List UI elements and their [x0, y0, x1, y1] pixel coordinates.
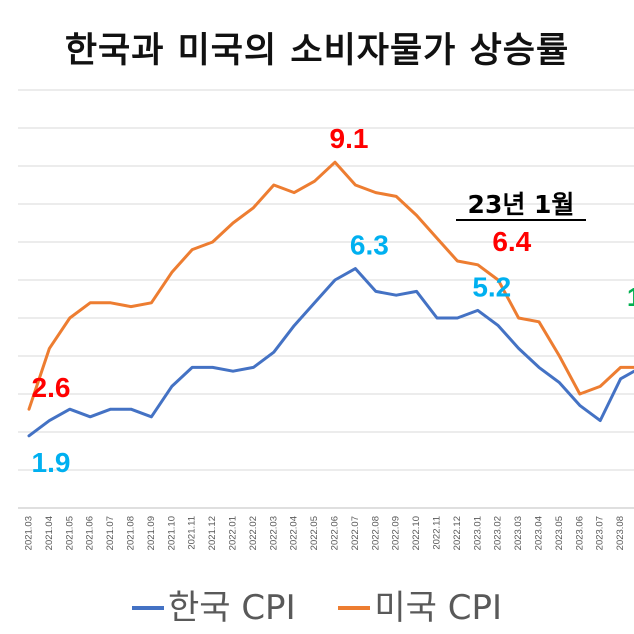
x-tick-label: 2022.07 — [350, 516, 361, 550]
x-tick-label: 2021.08 — [126, 516, 137, 550]
x-tick-label: 2021.07 — [105, 516, 116, 550]
x-tick-label: 2022.06 — [330, 516, 341, 550]
x-tick-label: 2022.04 — [289, 516, 300, 550]
data-label: 6.3 — [350, 230, 389, 261]
data-label: 1.9 — [32, 447, 71, 478]
data-label: 6.4 — [492, 226, 531, 257]
legend: 한국 CPI 미국 CPI — [0, 580, 634, 629]
legend-label-korea: 한국 CPI — [167, 588, 296, 628]
x-tick-label: 2021.12 — [207, 516, 218, 550]
x-tick-label: 2021.03 — [24, 516, 35, 550]
legend-label-us: 미국 CPI — [374, 588, 503, 628]
x-tick-label: 2021.05 — [64, 516, 75, 550]
data-label: 9.1 — [330, 123, 369, 154]
x-tick-label: 2023.02 — [493, 516, 504, 550]
x-tick-label: 2023.03 — [513, 516, 524, 550]
x-tick-label: 2022.12 — [452, 516, 463, 550]
data-label: 2.6 — [32, 372, 71, 403]
chart-title: 한국과 미국의 소비자물가 상승률 — [64, 31, 570, 71]
legend-item-us: 미국 CPI — [338, 580, 502, 629]
x-tick-label: 2023.06 — [574, 516, 585, 550]
data-labels: 2.6 1.9 9.1 6.3 6.4 5.2 — [32, 123, 532, 478]
gridlines — [18, 89, 634, 509]
x-tick-label: 2022.03 — [268, 516, 279, 550]
x-tick-label: 2023.01 — [472, 516, 483, 550]
annotations: 23년 1월 1 — [456, 190, 634, 312]
x-tick-label: 2023.07 — [595, 516, 606, 550]
x-tick-label: 2022.02 — [248, 516, 259, 550]
series-line-us — [27, 160, 634, 411]
x-axis-ticks: 2021.03 2021.04 2021.05 2021.06 2021.07 2021.… — [24, 516, 627, 550]
x-tick-label: 2021.06 — [85, 516, 96, 550]
legend-swatch-korea — [131, 605, 164, 610]
x-tick-label: 2022.05 — [309, 516, 320, 550]
x-tick-label: 2021.10 — [166, 516, 177, 550]
x-tick-label: 2022.10 — [411, 516, 422, 550]
legend-item-korea: 한국 CPI — [131, 580, 296, 629]
clipped-data-label: 1 — [627, 282, 634, 312]
annotation-text: 23년 1월 — [468, 190, 575, 219]
x-tick-label: 2022.01 — [228, 516, 239, 550]
x-tick-label: 2023.04 — [534, 516, 545, 550]
x-tick-label: 2022.08 — [370, 516, 381, 550]
x-tick-label: 2021.11 — [187, 516, 198, 550]
x-tick-label: 2021.09 — [146, 516, 157, 550]
x-tick-label: 2023.05 — [554, 516, 565, 550]
series-line-korea — [27, 267, 634, 438]
legend-swatch-us — [338, 605, 371, 610]
x-tick-label: 2022.11 — [432, 516, 443, 550]
series-lines — [27, 160, 634, 438]
data-label: 5.2 — [472, 271, 511, 302]
x-tick-label: 2021.04 — [44, 516, 55, 550]
x-tick-label: 2023.08 — [615, 516, 626, 550]
x-tick-label: 2022.09 — [391, 516, 402, 550]
